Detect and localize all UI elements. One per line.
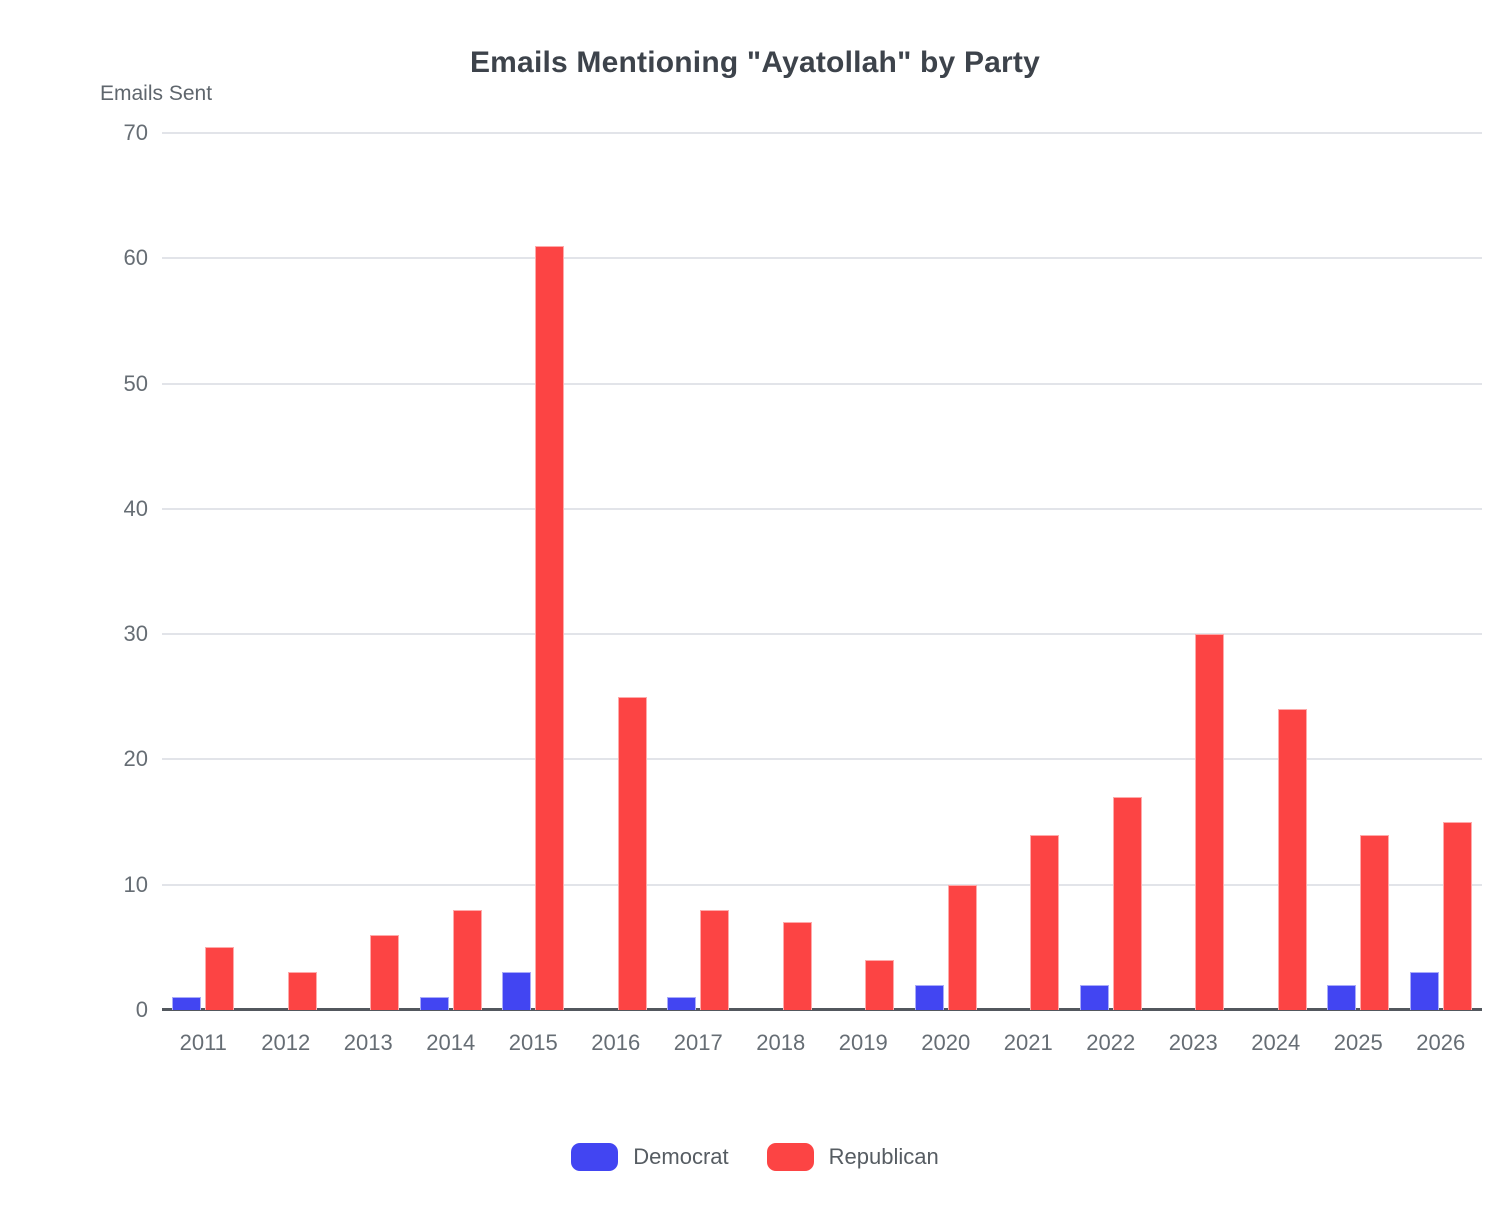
bar-democrat-2022[interactable] [1079, 984, 1109, 1010]
bar-group-2020 [905, 133, 988, 1010]
x-tick-label-2019: 2019 [838, 1030, 888, 1055]
bar-republican-2020[interactable] [947, 884, 977, 1010]
bar-republican-2016[interactable] [617, 696, 647, 1010]
x-tick-label-2012: 2012 [261, 1030, 311, 1055]
bar-group-2023 [1152, 133, 1235, 1010]
bar-democrat-2025[interactable] [1327, 984, 1357, 1010]
x-tick-label-2026: 2026 [1416, 1030, 1466, 1055]
bar-group-2025 [1317, 133, 1400, 1010]
x-tick-label-2015: 2015 [508, 1030, 558, 1055]
plot-area [162, 132, 1483, 1011]
x-tick-label-2017: 2017 [673, 1030, 723, 1055]
gridline-y-30 [162, 633, 1482, 636]
x-tick-label-2023: 2023 [1168, 1030, 1218, 1055]
chart-title: Emails Mentioning "Ayatollah" by Party [469, 46, 1041, 79]
bar-group-2011 [162, 133, 245, 1010]
bar-republican-2017[interactable] [700, 909, 730, 1010]
x-tick-label-2022: 2022 [1086, 1030, 1136, 1055]
x-tick-label-2024: 2024 [1251, 1030, 1301, 1055]
bar-republican-2022[interactable] [1112, 797, 1142, 1010]
y-tick-label-0: 0 [135, 997, 148, 1022]
y-tick-label-70: 70 [123, 120, 148, 145]
gridline-y-50 [162, 382, 1482, 385]
legend-item-democrat[interactable]: Democrat [571, 1143, 729, 1171]
bar-republican-2019[interactable] [865, 959, 895, 1010]
bar-democrat-2014[interactable] [419, 997, 449, 1010]
x-tick-label-2025: 2025 [1333, 1030, 1383, 1055]
x-axis-line [162, 1008, 1482, 1011]
bar-group-2012 [245, 133, 328, 1010]
x-tick-label-2013: 2013 [343, 1030, 393, 1055]
gridline-y-20 [162, 758, 1482, 761]
bar-group-2018 [740, 133, 823, 1010]
y-tick-label-30: 30 [123, 621, 148, 647]
bar-group-2024 [1235, 133, 1318, 1010]
bar-group-2015 [492, 133, 575, 1010]
bar-republican-2011[interactable] [205, 947, 235, 1010]
bar-republican-2021[interactable] [1030, 834, 1060, 1010]
bar-republican-2026[interactable] [1442, 822, 1472, 1010]
legend-label-republican: Republican [828, 1144, 939, 1169]
x-tick-label-2011: 2011 [179, 1030, 227, 1055]
bar-republican-2015[interactable] [535, 245, 565, 1010]
bar-group-2016 [575, 133, 658, 1010]
bar-group-2022 [1070, 133, 1153, 1010]
legend-swatch-democrat [571, 1143, 619, 1171]
bar-democrat-2017[interactable] [667, 997, 697, 1010]
bar-republican-2012[interactable] [287, 972, 317, 1010]
bar-group-2019 [822, 133, 905, 1010]
bar-group-2021 [987, 133, 1070, 1010]
legend: Democrat Republican [0, 1143, 1510, 1171]
bar-group-2017 [657, 133, 740, 1010]
bar-democrat-2011[interactable] [172, 997, 202, 1010]
y-axis-title: Emails Sent [100, 82, 213, 105]
legend-label-democrat: Democrat [633, 1144, 729, 1169]
bar-republican-2023[interactable] [1195, 634, 1225, 1010]
bar-democrat-2015[interactable] [502, 972, 532, 1010]
x-tick-label-2014: 2014 [426, 1030, 476, 1055]
x-tick-label-2020: 2020 [921, 1030, 971, 1055]
legend-swatch-republican [766, 1143, 814, 1171]
bar-republican-2013[interactable] [370, 934, 400, 1010]
gridline-y-10 [162, 883, 1482, 886]
y-tick-label-20: 20 [123, 746, 148, 772]
bar-republican-2018[interactable] [782, 922, 812, 1010]
gridline-y-60 [162, 257, 1482, 260]
y-tick-label-10: 10 [123, 871, 148, 897]
x-tick-label-2018: 2018 [756, 1030, 806, 1055]
bar-democrat-2026[interactable] [1409, 972, 1439, 1010]
bar-group-2014 [410, 133, 493, 1010]
bar-democrat-2020[interactable] [914, 984, 944, 1010]
x-tick-label-2021: 2021 [1003, 1030, 1053, 1055]
bar-republican-2014[interactable] [452, 909, 482, 1010]
bar-group-2013 [327, 133, 410, 1010]
y-tick-label-40: 40 [123, 495, 148, 521]
bar-republican-2025[interactable] [1360, 834, 1390, 1010]
y-axis-ticks: 0 10 20 30 40 50 60 70 [0, 120, 148, 1022]
x-axis-labels: 2011 2012 2013 2014 2015 2016 2017 2018 2019 2020… [162, 1026, 1482, 1060]
gridline-y-40 [162, 507, 1482, 510]
x-tick-label-2016: 2016 [591, 1030, 641, 1055]
legend-item-republican[interactable]: Republican [766, 1143, 939, 1171]
bar-group-2026 [1400, 133, 1483, 1010]
bar-republican-2024[interactable] [1277, 709, 1307, 1010]
y-tick-label-50: 50 [123, 370, 148, 396]
gridline-y-70 [162, 132, 1482, 134]
y-tick-label-60: 60 [123, 245, 148, 271]
